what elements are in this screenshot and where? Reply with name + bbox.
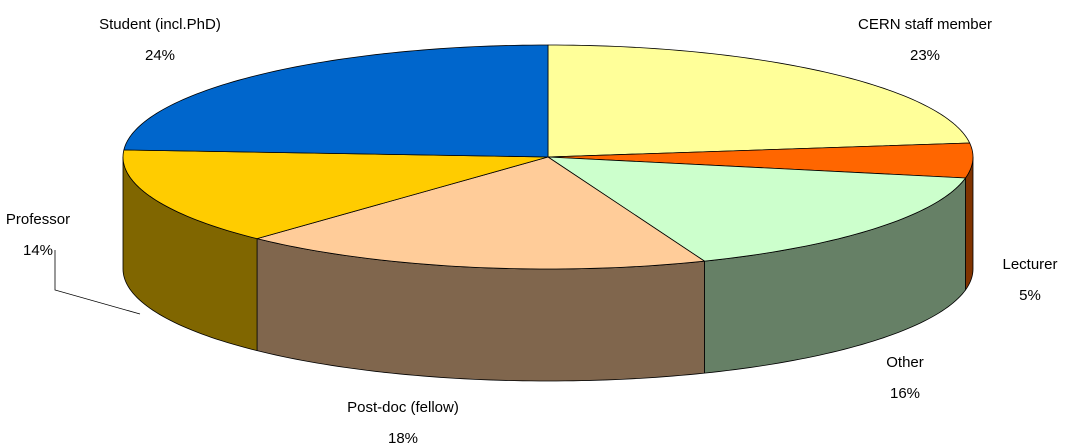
slice-value-label: 16% [890, 385, 920, 402]
slice-label: Professor [6, 211, 70, 228]
pie-slice [547, 44, 971, 158]
slice-label: Post-doc (fellow) [347, 399, 459, 416]
slice-value-label: 24% [145, 47, 175, 64]
slice-value-label: 5% [1019, 287, 1041, 304]
slice-label: Other [886, 354, 924, 371]
slice-label: Lecturer [1002, 256, 1057, 273]
pie-slice [547, 142, 974, 179]
slice-value-label: 23% [910, 47, 940, 64]
pie-slice [547, 156, 966, 262]
slice-label: Student (incl.PhD) [99, 16, 221, 33]
pie-tops [122, 44, 974, 270]
slice-value-label: 18% [388, 430, 418, 447]
pie-slice [256, 156, 705, 270]
pie-slice [123, 44, 549, 158]
labels: CERN staff member 23% Lecturer 5% Other 16% Po… [6, 16, 1058, 447]
slice-label: CERN staff member [858, 16, 992, 33]
slice-value-label: 14% [23, 242, 53, 259]
pie-sides [122, 156, 974, 382]
pie-slice [122, 149, 549, 240]
leader-line [54, 250, 141, 315]
